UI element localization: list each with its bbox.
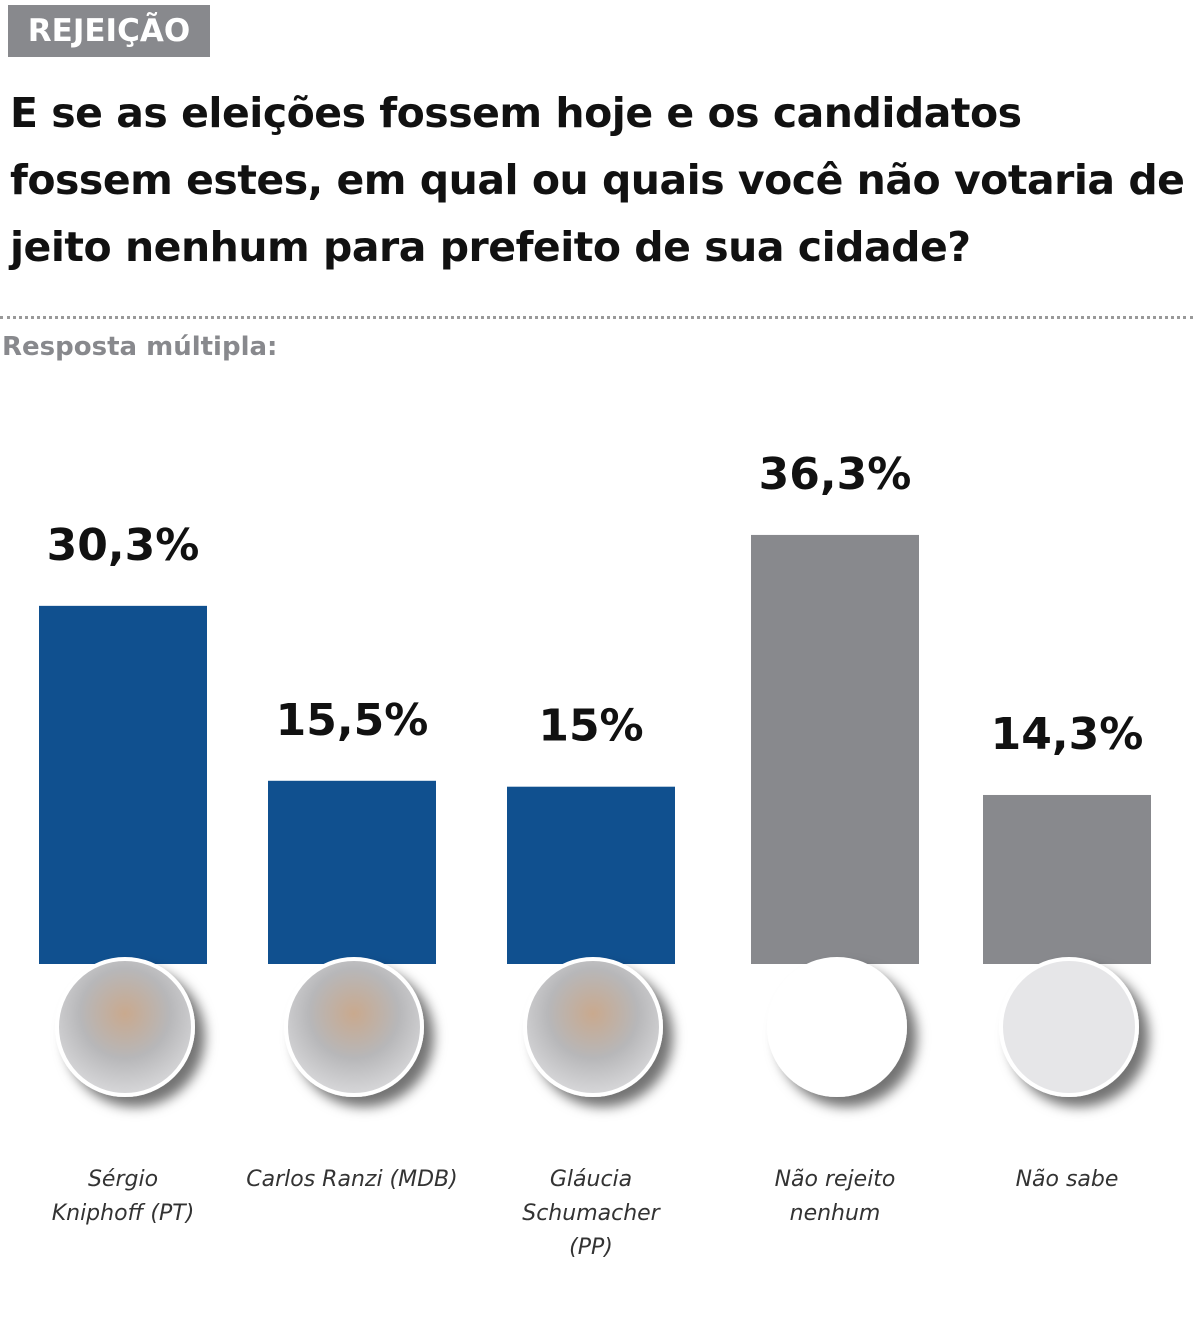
avatar: [523, 957, 663, 1097]
bar: [268, 780, 436, 964]
tag: REJEIÇÃO: [8, 5, 210, 57]
avatar: [767, 957, 907, 1097]
x-tick-label: Sérgio Kniphoff (PT): [51, 1167, 195, 1226]
x-tick-label: Carlos Ranzi (MDB): [246, 1167, 458, 1192]
x-tick-label: Não rejeito nenhum: [774, 1167, 896, 1226]
x-tick-label: Não sabe: [1015, 1167, 1119, 1192]
bar: [39, 605, 207, 964]
value-label: 36,3%: [759, 449, 912, 500]
bar: [507, 786, 675, 964]
avatar: [55, 957, 195, 1097]
x-tick-label: Gláucia Schumacher (PP): [522, 1167, 660, 1260]
avatar: [284, 957, 424, 1097]
value-label: 14,3%: [991, 709, 1144, 760]
divider: [0, 316, 1193, 319]
value-label: 30,3%: [47, 520, 200, 571]
chart-subtitle: Resposta múltipla:: [2, 332, 278, 362]
avatar: [999, 957, 1139, 1097]
value-label: 15%: [538, 701, 643, 752]
value-label: 15,5%: [276, 695, 429, 746]
chart-title: E se as eleições fossem hoje e os candid…: [10, 89, 1185, 271]
bar: [983, 794, 1151, 964]
bar: [751, 534, 919, 964]
